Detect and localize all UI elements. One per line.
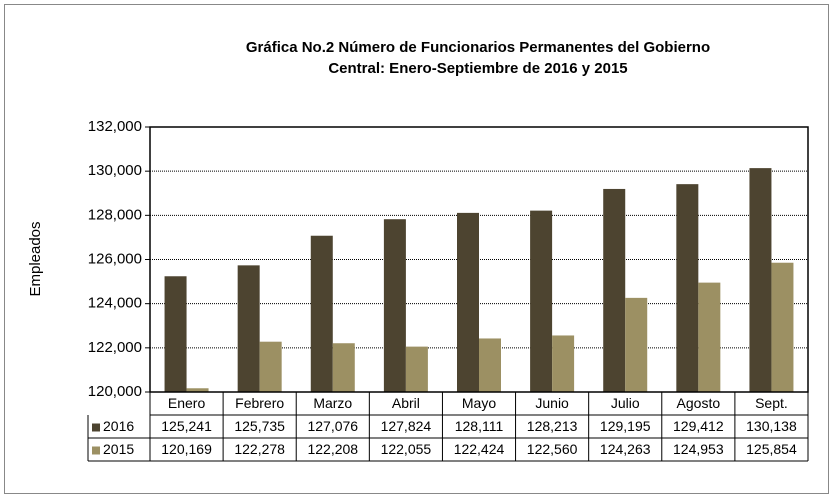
data-label: 130,138 [746,418,797,434]
legend-swatch [92,423,100,432]
data-label: 125,854 [746,441,797,457]
bar [749,168,772,392]
bar [164,276,187,392]
y-tick-label: 126,000 [88,250,142,267]
bar [603,188,626,392]
legend-swatch [92,446,100,455]
chart-title: Gráfica No.2 Número de Funcionarios Perm… [246,39,710,56]
bar [405,346,428,392]
x-tick-label: Marzo [313,395,352,411]
bar [530,210,553,392]
x-tick-label: Enero [168,395,206,411]
y-tick-label: 128,000 [88,206,142,223]
data-label: 128,111 [455,418,504,434]
data-label: 129,412 [673,418,724,434]
bar [479,338,501,392]
y-tick-label: 122,000 [88,339,142,356]
bar [771,262,794,392]
y-tick-label: 124,000 [88,295,142,312]
y-tick-label: 120,000 [88,383,142,400]
legend-label: 2016 [103,418,134,434]
data-label: 120,169 [161,441,212,457]
bar [310,235,333,392]
data-label: 122,278 [234,441,285,457]
x-tick-label: Mayo [462,395,496,411]
x-tick-label: Febrero [235,395,284,411]
bar [259,341,282,392]
bar [332,343,355,392]
x-tick-label: Agosto [677,395,721,411]
data-label: 125,241 [161,418,212,434]
data-label: 122,055 [381,441,432,457]
x-tick-label: Julio [611,395,640,411]
data-label: 128,213 [527,418,578,434]
data-label: 122,560 [527,441,578,457]
data-label: 127,076 [307,418,358,434]
bar [698,282,721,392]
y-tick-label: 132,000 [88,118,142,135]
data-label: 124,953 [673,441,724,457]
x-tick-label: Sept. [755,395,788,411]
data-label: 122,208 [307,441,358,457]
x-tick-label: Abril [392,395,420,411]
bar [383,219,406,392]
data-label: 129,195 [600,418,651,434]
bar [457,212,479,392]
data-label: 127,824 [381,418,432,434]
plot-frame [149,126,809,393]
x-tick-label: Junio [535,395,569,411]
data-label: 122,424 [454,441,505,457]
chart-title: Central: Enero-Septiembre de 2016 y 2015 [328,60,627,77]
legend-label: 2015 [103,441,134,457]
data-label: 125,735 [234,418,285,434]
bar [676,184,699,392]
bar [237,265,260,392]
bar [186,388,209,392]
bar [552,335,575,392]
data-label: 124,263 [600,441,651,457]
y-tick-label: 130,000 [88,162,142,179]
y-axis-label: Empleados [27,221,44,296]
bar [625,297,648,392]
